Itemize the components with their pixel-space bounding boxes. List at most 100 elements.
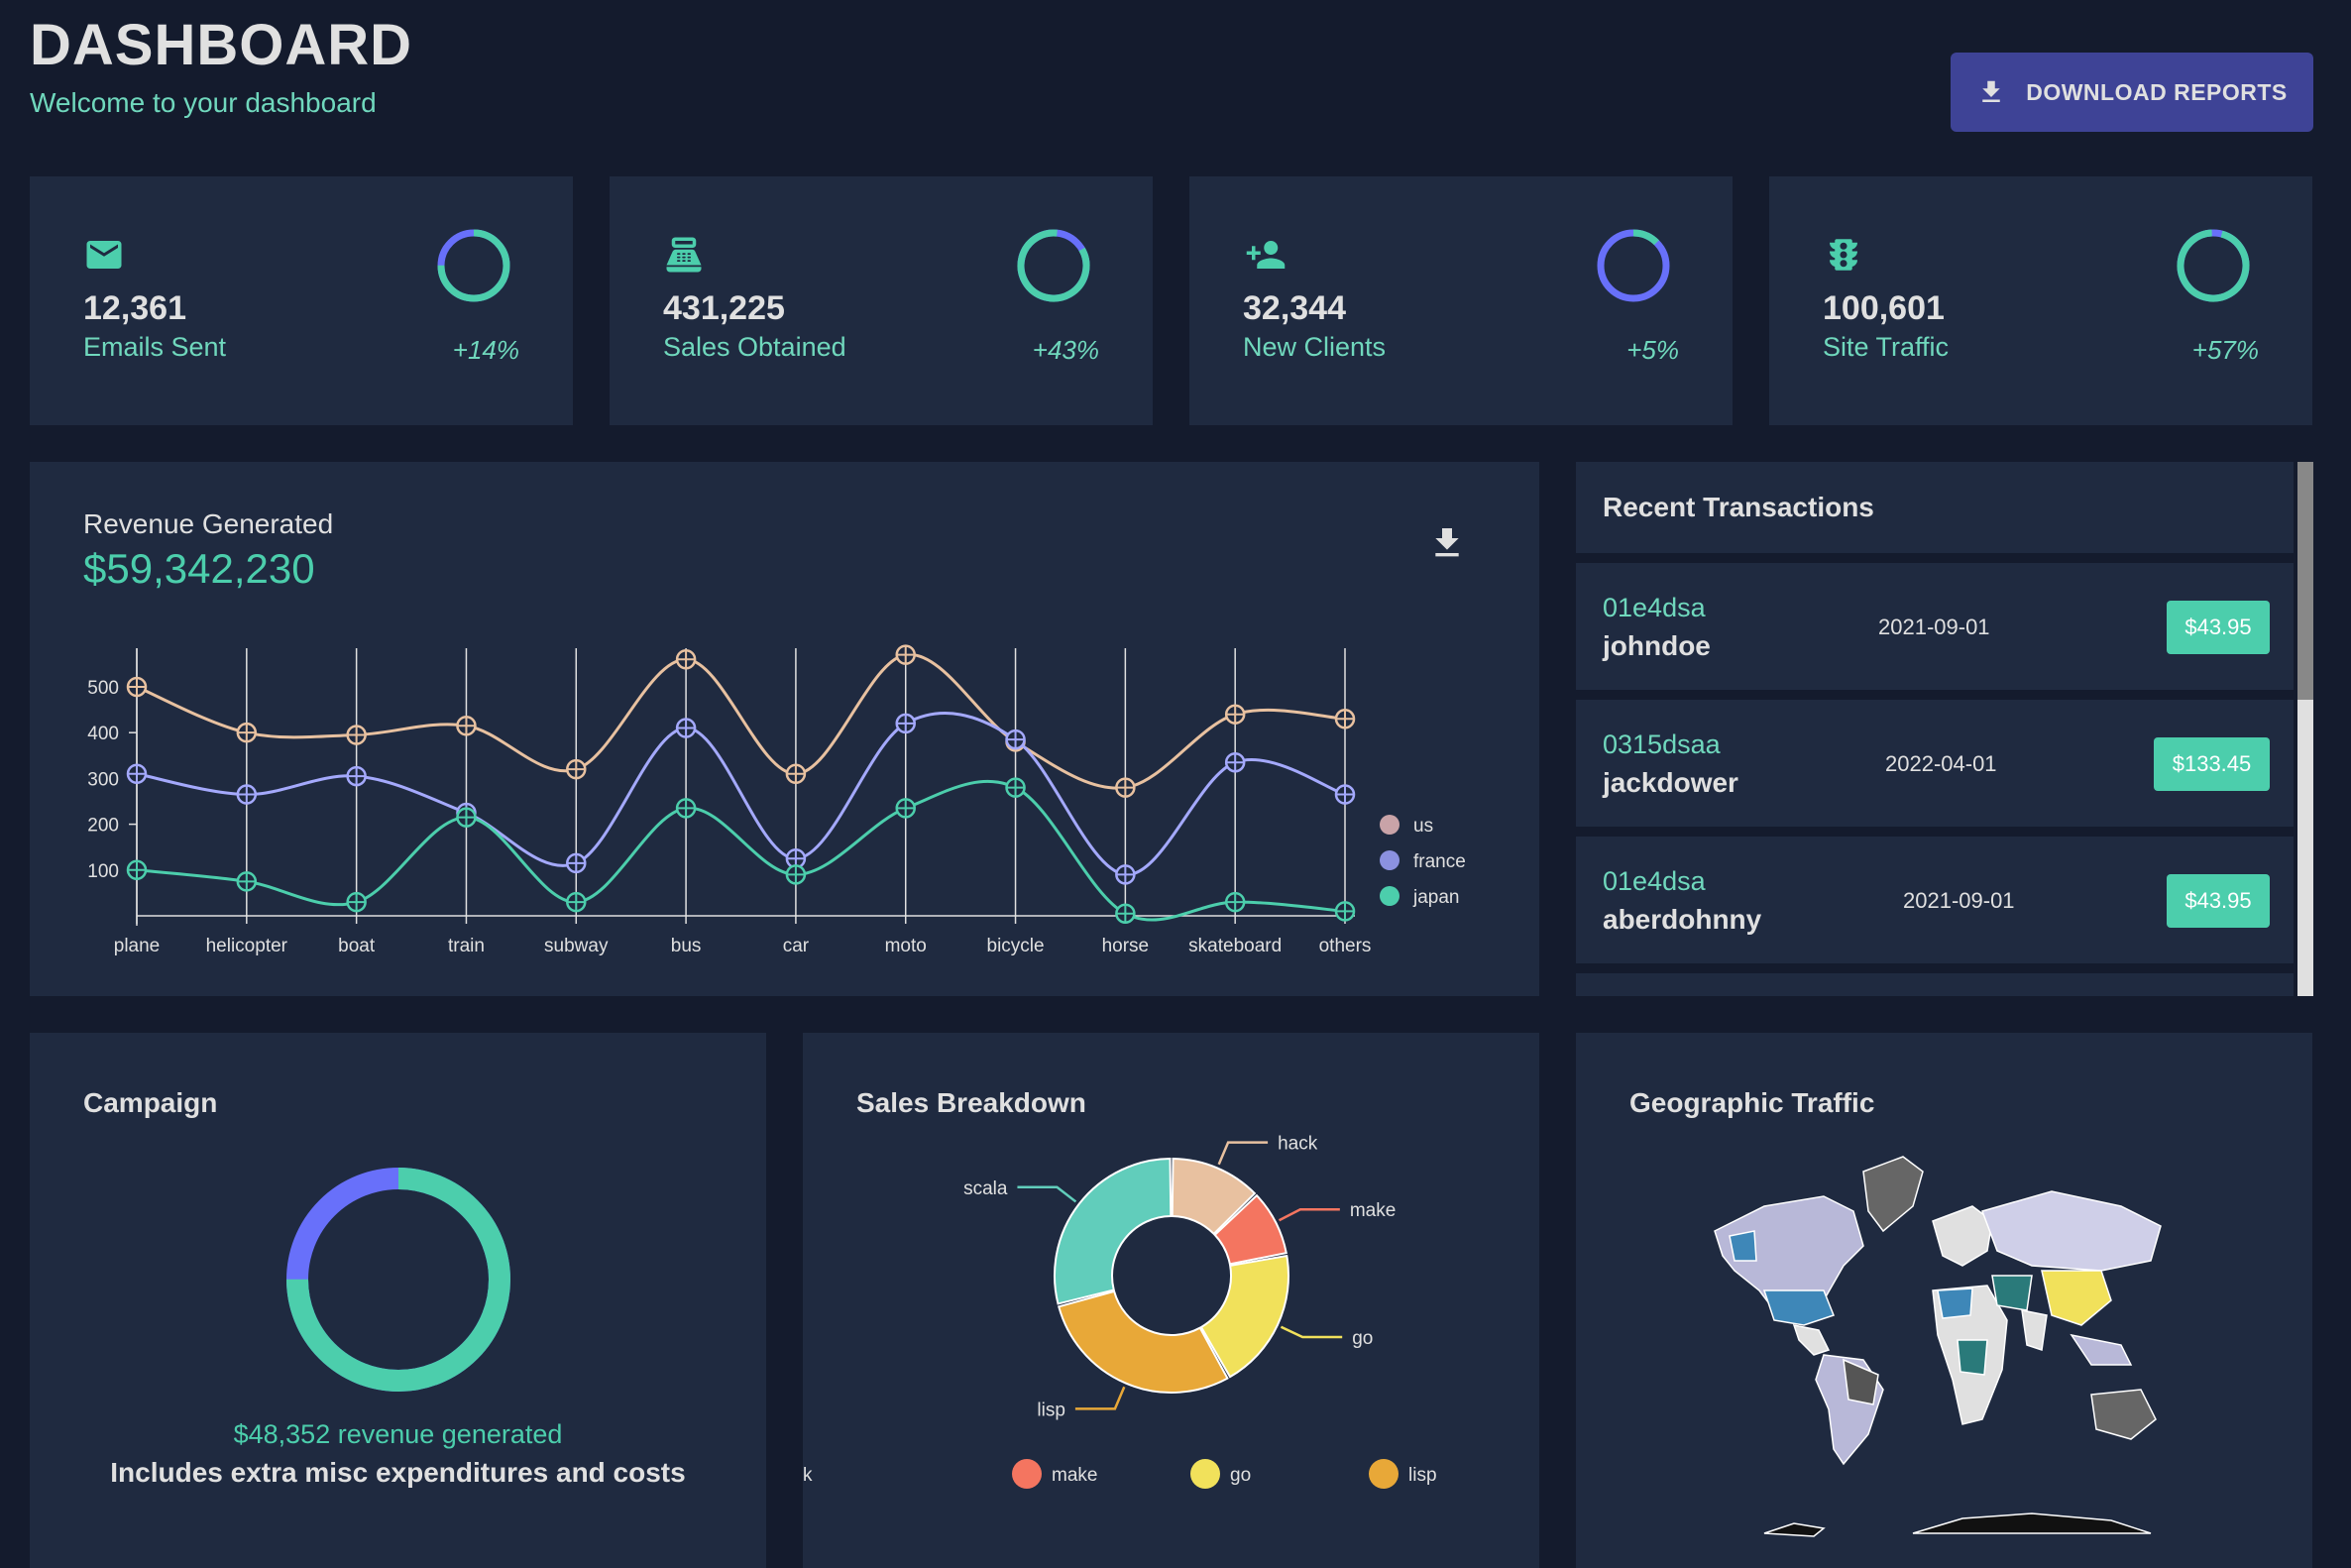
- stat-label: Emails Sent: [83, 332, 227, 362]
- campaign-revenue-text: $48,352 revenue generated: [233, 1419, 563, 1449]
- stat-card-clients: 32,344 New Clients +5%: [1189, 176, 1733, 425]
- data-point-us: [126, 676, 148, 698]
- stat-label: Sales Obtained: [663, 332, 846, 362]
- data-point-france: [675, 718, 697, 738]
- transaction-user: aberdohnny: [1603, 904, 1762, 935]
- data-point-us: [1115, 777, 1136, 798]
- pie-slice-make: [1213, 1193, 1287, 1266]
- map-region-australia: [2090, 1389, 2157, 1440]
- transaction-row: 0315dsaa jackdower 2022-04-01 $133.45: [1576, 700, 2294, 827]
- transaction-date: 2022-04-01: [1885, 751, 1997, 776]
- data-point-france: [895, 713, 916, 734]
- sales-breakdown-pie: hackmakegolispscalakmakegolispscala: [803, 1134, 1437, 1489]
- stat-label: New Clients: [1243, 332, 1387, 362]
- pie-leader-make: [1278, 1207, 1340, 1222]
- revenue-amount: $59,342,230: [83, 545, 315, 592]
- transaction-id: 01e4dsa: [1603, 593, 1706, 622]
- x-tick-label: bicycle: [987, 936, 1045, 956]
- download-chart-icon[interactable]: [1427, 523, 1467, 563]
- map-region-southeast-asia: [2070, 1333, 2133, 1366]
- transaction-id: 0315dsaa: [1603, 729, 1721, 759]
- email-icon: [86, 241, 122, 269]
- data-point-japan: [1115, 903, 1136, 924]
- transactions-title: Recent Transactions: [1603, 492, 1874, 522]
- sales-breakdown-card: Sales Breakdown hack make go lisp scala k make…: [803, 1033, 1539, 1568]
- map-region-antarctica-west: [1763, 1522, 1826, 1537]
- data-point-us: [236, 722, 258, 743]
- download-reports-label: DOWNLOAD REPORTS: [2026, 78, 2288, 105]
- pie-label-hack: hack: [1278, 1134, 1318, 1155]
- legend-item-go: go: [1190, 1459, 1251, 1489]
- data-point-france: [346, 765, 367, 787]
- data-point-france: [236, 784, 258, 805]
- page-title: DASHBOARD: [30, 13, 412, 77]
- legend-label-france: france: [1413, 851, 1466, 872]
- x-tick-label: plane: [114, 936, 161, 956]
- transaction-row: 01e4dsa aberdohnny 2021-09-01 $43.95: [1576, 837, 2294, 963]
- map-region-usa: [1762, 1289, 1835, 1326]
- x-tick-label: skateboard: [1188, 936, 1282, 956]
- legend-label-make: make: [1052, 1465, 1097, 1486]
- campaign-card: Campaign $48,352 revenue generated Inclu…: [30, 1033, 766, 1568]
- download-reports-button[interactable]: DOWNLOAD REPORTS: [1951, 53, 2313, 132]
- stat-value: 32,344: [1243, 289, 1346, 327]
- data-point-japan: [126, 859, 148, 881]
- sales-breakdown-title: Sales Breakdown: [856, 1087, 1086, 1118]
- data-point-us: [785, 763, 807, 785]
- transaction-row: 01e4dsa johndoe 2021-09-01 $43.95: [1576, 563, 2294, 690]
- x-tick-label: car: [783, 936, 810, 956]
- revenue-card: Revenue Generated $59,342,230 100 200 300 4…: [30, 462, 1539, 996]
- stat-increase: +5%: [1626, 335, 1679, 365]
- stat-progress-circle: [1017, 229, 1090, 302]
- data-point-japan: [1005, 777, 1026, 798]
- x-tick-label: boat: [338, 936, 376, 956]
- stat-increase: +43%: [1032, 335, 1099, 365]
- data-point-japan: [346, 891, 367, 913]
- transaction-cost-badge: $133.45: [2154, 737, 2270, 791]
- x-tick-label: moto: [885, 936, 927, 956]
- data-point-france: [566, 852, 587, 874]
- legend-item-lisp: lisp: [1369, 1459, 1437, 1489]
- x-tick-label: others: [1319, 936, 1372, 956]
- pie-label-go: go: [1352, 1328, 1373, 1349]
- map-region-europe: [1932, 1205, 1993, 1267]
- x-tick-label: train: [448, 936, 485, 956]
- transaction-user: johndoe: [1603, 630, 1711, 661]
- x-tick-label: subway: [544, 936, 609, 956]
- series-line-japan: [136, 779, 1346, 922]
- data-point-us: [675, 648, 697, 670]
- data-point-france: [785, 847, 807, 869]
- data-point-japan: [675, 798, 697, 819]
- map-region-antarctica: [1912, 1512, 2152, 1534]
- person-add-icon: [1246, 241, 1286, 269]
- stat-card-sales: 431,225 Sales Obtained +43%: [610, 176, 1153, 425]
- data-point-france: [1005, 728, 1026, 750]
- x-tick-label: bus: [671, 936, 702, 956]
- world-map[interactable]: [1705, 1152, 2171, 1548]
- data-point-us: [346, 725, 367, 745]
- transaction-cost-badge: $43.95: [2167, 601, 2270, 654]
- map-region-central-america: [1792, 1324, 1831, 1356]
- data-point-japan: [1224, 891, 1246, 913]
- legend-label-us: us: [1413, 816, 1433, 837]
- page-subtitle: Welcome to your dashboard: [30, 87, 377, 118]
- campaign-progress-circle: [286, 1168, 510, 1392]
- pie-leader-hack: [1217, 1141, 1269, 1166]
- transactions-scrollbar-thumb[interactable]: [2297, 462, 2313, 700]
- stat-progress-circle: [437, 229, 510, 302]
- stat-label: Site Traffic: [1823, 332, 1950, 362]
- pie-leader-go: [1280, 1325, 1343, 1339]
- transaction-id: 01e4dsa: [1603, 866, 1706, 896]
- map-region-africa-central: [1957, 1339, 1988, 1376]
- map-region-brazil: [1843, 1358, 1879, 1405]
- stat-card-emails: 12,361 Emails Sent +14%: [30, 176, 573, 425]
- data-point-france: [1334, 784, 1356, 805]
- data-point-france: [126, 763, 148, 785]
- data-point-us: [895, 644, 916, 665]
- legend-label-lisp: lisp: [1408, 1465, 1437, 1486]
- stat-value: 12,361: [83, 289, 186, 327]
- x-tick-label: horse: [1102, 936, 1150, 956]
- map-region-canada-east: [1729, 1230, 1757, 1262]
- stat-value: 100,601: [1823, 289, 1945, 327]
- pie-slice-lisp: [1057, 1289, 1229, 1394]
